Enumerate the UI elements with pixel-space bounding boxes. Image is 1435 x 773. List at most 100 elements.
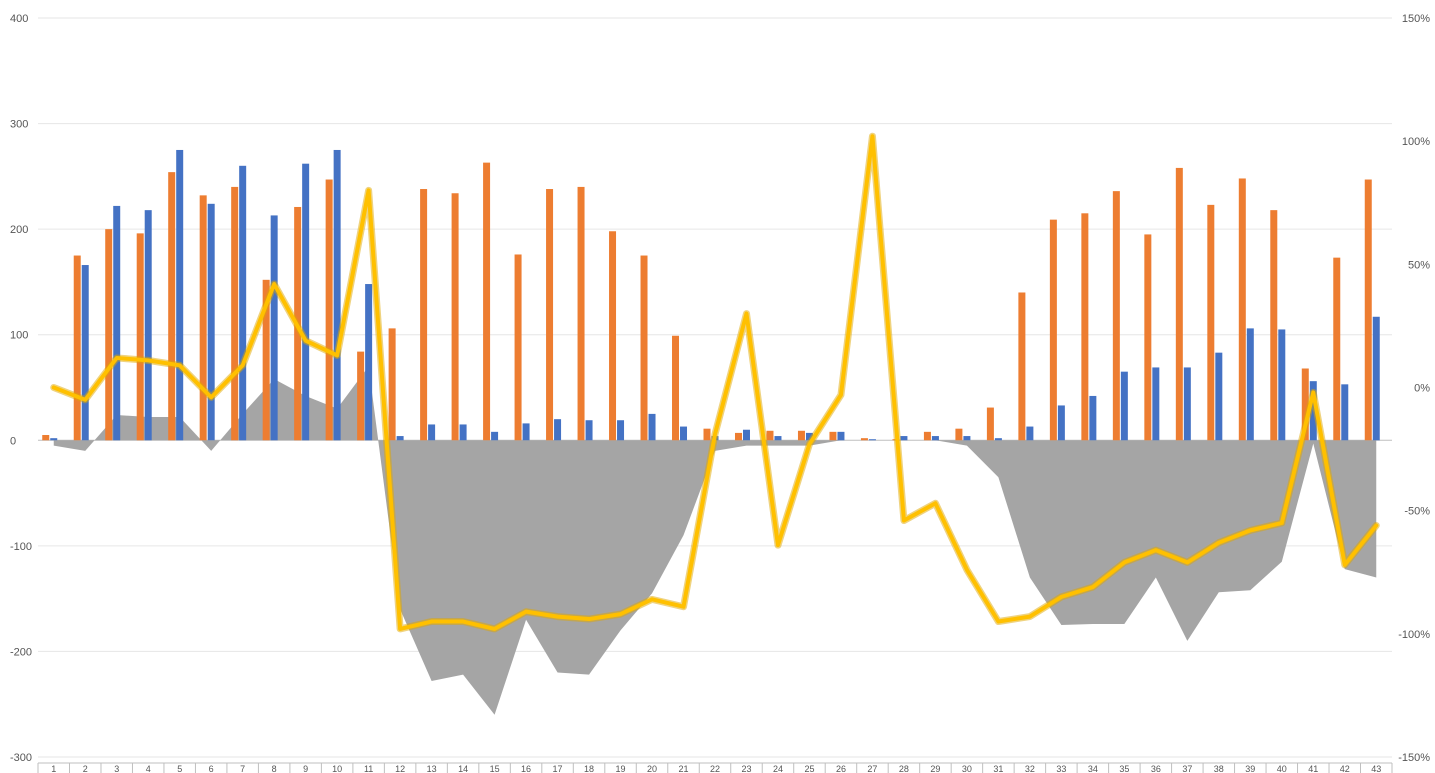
orange-bar <box>672 335 680 441</box>
category-label: 38 <box>1214 764 1224 773</box>
category-label: 28 <box>899 764 909 773</box>
blue-bar <box>868 439 876 441</box>
orange-bar <box>829 431 837 441</box>
orange-bar <box>483 162 491 441</box>
category-label: 11 <box>364 764 373 773</box>
blue-bar <box>1120 371 1128 441</box>
category-axis: 1 2 3 4 5 6 7 8 9 10 11 12 13 14 15 16 17 18 19 20 21 22 23 24 2… <box>37 762 1393 773</box>
blue-bar <box>396 436 404 441</box>
left-tick-label: 200 <box>10 224 28 236</box>
left-axis-tick-labels: 400 300 200 100 0 -100 -200 -300 <box>10 13 32 764</box>
blue-bar <box>333 149 341 441</box>
category-label: 6 <box>209 764 214 773</box>
orange-bar <box>1364 179 1372 441</box>
orange-bar <box>231 186 239 441</box>
category-label: 35 <box>1119 764 1129 773</box>
orange-bar <box>923 431 931 441</box>
category-label: 17 <box>553 764 563 773</box>
category-label: 1 <box>51 764 56 773</box>
orange-bar <box>514 254 522 441</box>
orange-bar <box>1301 368 1309 441</box>
category-label: 34 <box>1088 764 1098 773</box>
orange-bar <box>1144 234 1152 441</box>
right-tick-label: -50% <box>1404 506 1430 518</box>
orange-bar <box>986 407 994 441</box>
blue-bar <box>1057 405 1065 441</box>
line-series <box>50 132 1380 633</box>
orange-bar <box>357 351 365 441</box>
blue-bar <box>239 165 247 441</box>
blue-bar <box>365 284 373 441</box>
category-label: 13 <box>427 764 437 773</box>
orange-bar <box>42 435 50 441</box>
orange-bar <box>105 229 113 441</box>
blue-bar <box>1152 367 1160 441</box>
blue-bar <box>1089 395 1097 441</box>
orange-bar <box>1207 204 1215 441</box>
left-tick-label: 100 <box>10 330 28 342</box>
bar-series <box>42 149 1380 441</box>
blue-bar <box>1278 329 1286 441</box>
blue-bar <box>1215 352 1223 441</box>
blue-bar <box>113 205 121 441</box>
blue-bar <box>680 426 688 441</box>
category-label: 23 <box>741 764 751 773</box>
left-tick-label: 0 <box>10 435 16 447</box>
blue-bar <box>491 431 499 441</box>
left-tick-label: -200 <box>10 646 32 658</box>
blue-bar <box>522 423 530 441</box>
category-label: 24 <box>773 764 783 773</box>
blue-bar <box>1183 367 1191 441</box>
category-label: 32 <box>1025 764 1035 773</box>
category-label: 9 <box>303 764 308 773</box>
blue-bar <box>459 424 467 441</box>
right-tick-label: 100% <box>1402 136 1430 148</box>
category-label: 33 <box>1056 764 1066 773</box>
category-label: 12 <box>395 764 405 773</box>
category-label: 26 <box>836 764 846 773</box>
category-label: 4 <box>146 764 151 773</box>
category-label: 7 <box>240 764 245 773</box>
blue-bar <box>176 149 184 441</box>
orange-bar <box>1049 219 1057 441</box>
blue-bar <box>837 431 845 441</box>
orange-bar <box>766 430 774 441</box>
orange-bar <box>262 279 270 441</box>
category-label: 3 <box>114 764 119 773</box>
right-tick-label: 0% <box>1414 383 1430 395</box>
category-label: 42 <box>1340 764 1350 773</box>
orange-bar <box>955 428 963 441</box>
blue-bar <box>302 163 310 441</box>
orange-bar <box>1333 257 1341 441</box>
blue-bar <box>554 419 562 441</box>
orange-bar <box>1175 167 1183 441</box>
orange-bar <box>451 193 459 441</box>
blue-bar <box>428 424 436 441</box>
orange-bar <box>136 233 144 441</box>
category-label: 14 <box>458 764 468 773</box>
blue-bar <box>931 436 939 441</box>
orange-bar <box>577 186 585 441</box>
orange-bar <box>860 438 868 441</box>
blue-bar <box>805 432 813 441</box>
blue-bar <box>1246 328 1254 441</box>
orange-bar <box>1270 210 1278 441</box>
category-label: 41 <box>1308 764 1318 773</box>
category-label: 30 <box>962 764 972 773</box>
orange-bar <box>199 195 207 441</box>
orange-bar <box>420 189 428 441</box>
blue-bar <box>994 438 1002 441</box>
category-label: 20 <box>647 764 657 773</box>
left-tick-label: 300 <box>10 119 28 131</box>
blue-bar <box>207 203 215 441</box>
orange-bar <box>640 255 648 441</box>
orange-bar <box>734 432 742 441</box>
orange-bar <box>1081 213 1089 441</box>
category-label: 15 <box>490 764 500 773</box>
right-tick-label: 150% <box>1402 13 1430 25</box>
right-tick-label: -100% <box>1398 629 1430 641</box>
category-label: 39 <box>1245 764 1255 773</box>
right-axis-tick-labels: 150% 100% 50% 0% -50% -100% -150% <box>1398 13 1430 764</box>
category-label: 36 <box>1151 764 1161 773</box>
